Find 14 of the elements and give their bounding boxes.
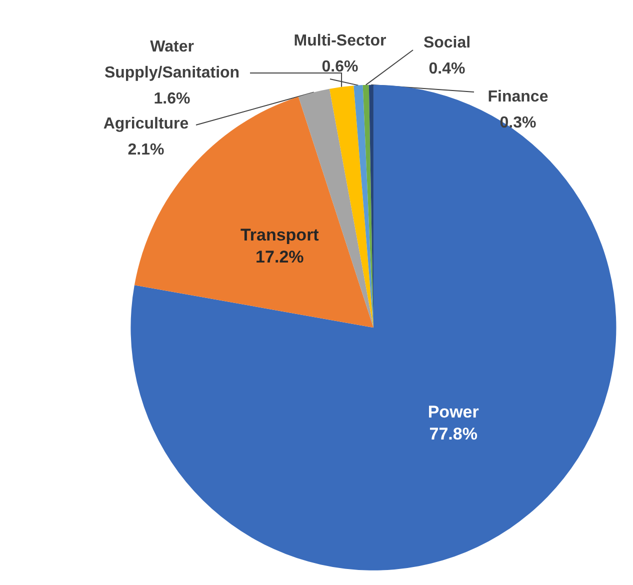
data-label: 77.8% [429,424,478,444]
slice-label: Multi-Sector [294,32,386,50]
slice-label: Agriculture [103,116,189,132]
slice-label: Power [428,402,480,422]
slice-label: Finance [488,88,548,106]
data-label: 1.6% [154,90,190,108]
data-label: 0.6% [322,58,358,76]
data-label: 17.2% [256,247,304,266]
slice-label: Water Supply/Sanitation [104,38,240,82]
data-label: 0.3% [500,114,536,132]
slice-label: Transport [240,225,320,244]
data-label: 2.1% [128,142,164,158]
slice-label: Social [423,34,471,52]
data-label: 0.4% [428,60,466,78]
